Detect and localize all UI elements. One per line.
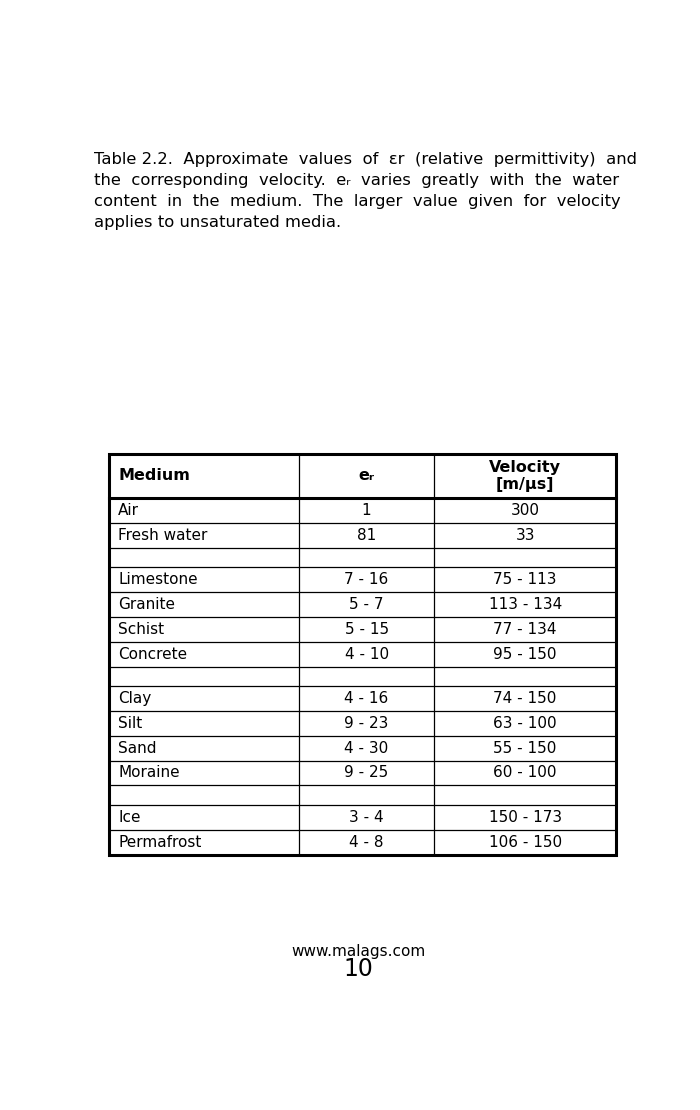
- Text: 4 - 30: 4 - 30: [344, 740, 388, 756]
- Text: Concrete: Concrete: [118, 647, 188, 662]
- Text: 95 - 150: 95 - 150: [494, 647, 557, 662]
- Text: Moraine: Moraine: [118, 766, 180, 780]
- Text: 55 - 150: 55 - 150: [494, 740, 556, 756]
- Text: Clay: Clay: [118, 692, 152, 706]
- Text: 77 - 134: 77 - 134: [494, 622, 557, 637]
- Text: eᵣ: eᵣ: [358, 468, 375, 484]
- Text: Granite: Granite: [118, 597, 175, 612]
- Text: 150 - 173: 150 - 173: [489, 810, 561, 825]
- Text: Air: Air: [118, 503, 139, 518]
- Text: 4 - 10: 4 - 10: [344, 647, 388, 662]
- Text: Velocity
[m/µs]: Velocity [m/µs]: [489, 460, 561, 492]
- Text: 7 - 16: 7 - 16: [344, 573, 388, 587]
- Text: Sand: Sand: [118, 740, 157, 756]
- Text: Table 2.2.  Approximate  values  of  εr  (relative  permittivity)  and
the  corr: Table 2.2. Approximate values of εr (rel…: [94, 152, 637, 230]
- Text: Ice: Ice: [118, 810, 141, 825]
- Text: 3 - 4: 3 - 4: [349, 810, 384, 825]
- Text: 63 - 100: 63 - 100: [494, 716, 557, 730]
- Text: 75 - 113: 75 - 113: [494, 573, 557, 587]
- Text: Silt: Silt: [118, 716, 143, 730]
- Text: Schist: Schist: [118, 622, 164, 637]
- Text: 10: 10: [344, 957, 374, 981]
- Text: 1: 1: [362, 503, 372, 518]
- Text: Limestone: Limestone: [118, 573, 198, 587]
- Text: Fresh water: Fresh water: [118, 528, 208, 543]
- Text: 74 - 150: 74 - 150: [494, 692, 556, 706]
- Text: Medium: Medium: [118, 468, 190, 484]
- Text: 4 - 8: 4 - 8: [349, 835, 384, 849]
- Text: 5 - 7: 5 - 7: [349, 597, 384, 612]
- Text: 4 - 16: 4 - 16: [344, 692, 388, 706]
- Text: 9 - 25: 9 - 25: [344, 766, 388, 780]
- Text: 300: 300: [510, 503, 540, 518]
- Text: 5 - 15: 5 - 15: [344, 622, 388, 637]
- Text: 9 - 23: 9 - 23: [344, 716, 388, 730]
- Text: 81: 81: [357, 528, 376, 543]
- Text: 106 - 150: 106 - 150: [489, 835, 561, 849]
- Text: 33: 33: [515, 528, 535, 543]
- Text: 113 - 134: 113 - 134: [489, 597, 562, 612]
- Text: www.malags.com: www.malags.com: [292, 944, 426, 959]
- Bar: [109, 454, 617, 855]
- Text: Permafrost: Permafrost: [118, 835, 202, 849]
- Text: 60 - 100: 60 - 100: [494, 766, 557, 780]
